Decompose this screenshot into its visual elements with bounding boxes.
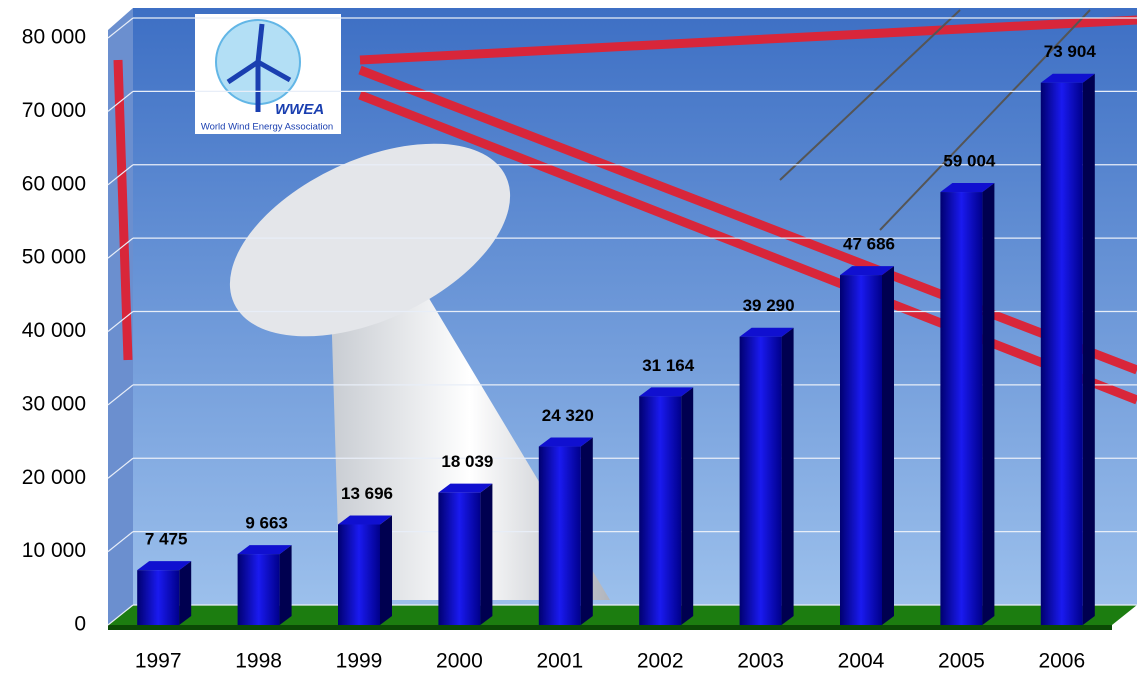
y-tick-label: 80 000 [22, 26, 86, 49]
y-tick-label: 0 [74, 613, 86, 636]
value-label: 39 290 [743, 296, 795, 315]
logo-subtitle: World Wind Energy Association [201, 122, 333, 133]
bar-top [840, 266, 894, 276]
bar-side [580, 437, 593, 625]
x-tick-label: 2004 [838, 650, 885, 673]
value-label: 73 904 [1044, 42, 1097, 61]
bar [438, 492, 481, 625]
bar [538, 446, 581, 625]
y-tick-label: 70 000 [22, 99, 86, 122]
bar-top [639, 387, 694, 397]
value-label: 24 320 [542, 406, 594, 425]
bar-side [179, 561, 192, 625]
value-label: 59 004 [943, 152, 996, 171]
x-tick-label: 2000 [436, 650, 483, 673]
grid-line-side [107, 164, 134, 186]
value-label: 18 039 [441, 452, 493, 471]
value-label: 7 475 [145, 530, 188, 549]
bar-side [480, 483, 493, 625]
y-tick-label: 20 000 [22, 466, 86, 489]
x-tick-label: 2005 [938, 650, 985, 673]
grid-line-side [107, 237, 134, 259]
bar [639, 396, 682, 625]
bar [338, 524, 380, 625]
x-tick-label: 2006 [1038, 650, 1085, 673]
bar-side [781, 327, 794, 625]
y-tick-label: 50 000 [22, 246, 86, 269]
y-tick-label: 30 000 [22, 392, 86, 415]
bar-top [237, 545, 292, 555]
bar-top [538, 437, 593, 447]
grid-line-side [107, 17, 134, 39]
bar-top [1040, 73, 1095, 83]
grid-line-side [107, 604, 134, 626]
bar [1040, 82, 1083, 626]
bar [137, 570, 180, 625]
grid-line-side [107, 531, 134, 553]
bar-side [1082, 73, 1095, 626]
grid-line-side [107, 311, 134, 332]
x-tick-label: 2002 [637, 650, 684, 673]
x-tick-label: 2001 [536, 650, 583, 673]
value-label: 13 696 [341, 484, 393, 503]
bar-side [279, 545, 292, 625]
value-label: 9 663 [245, 514, 288, 533]
bar-top [438, 483, 493, 493]
bar [739, 336, 782, 625]
value-label: 31 164 [642, 356, 695, 375]
bar [237, 554, 280, 625]
bar-top [739, 327, 794, 337]
bar-top [338, 515, 392, 525]
bar-top [940, 183, 995, 193]
bar [940, 192, 983, 625]
bar-side [982, 183, 995, 625]
x-tick-label: 2003 [737, 650, 784, 673]
x-tick-label: 1998 [235, 650, 282, 673]
logo-title: WWEA [275, 101, 324, 118]
value-label: 47 686 [843, 235, 895, 254]
grid-line-side [107, 384, 134, 406]
y-tick-label: 10 000 [22, 539, 86, 562]
x-tick-label: 1997 [135, 650, 182, 673]
x-tick-label: 1999 [336, 650, 383, 673]
bar-side [681, 387, 694, 625]
grid-line-side [107, 457, 134, 479]
bar-top [137, 561, 192, 571]
y-tick-label: 60 000 [22, 172, 86, 195]
bar [840, 275, 882, 625]
bar-side [380, 515, 392, 625]
grid-line-side [107, 90, 134, 112]
bar-side [882, 266, 894, 625]
y-tick-label: 40 000 [22, 319, 86, 342]
